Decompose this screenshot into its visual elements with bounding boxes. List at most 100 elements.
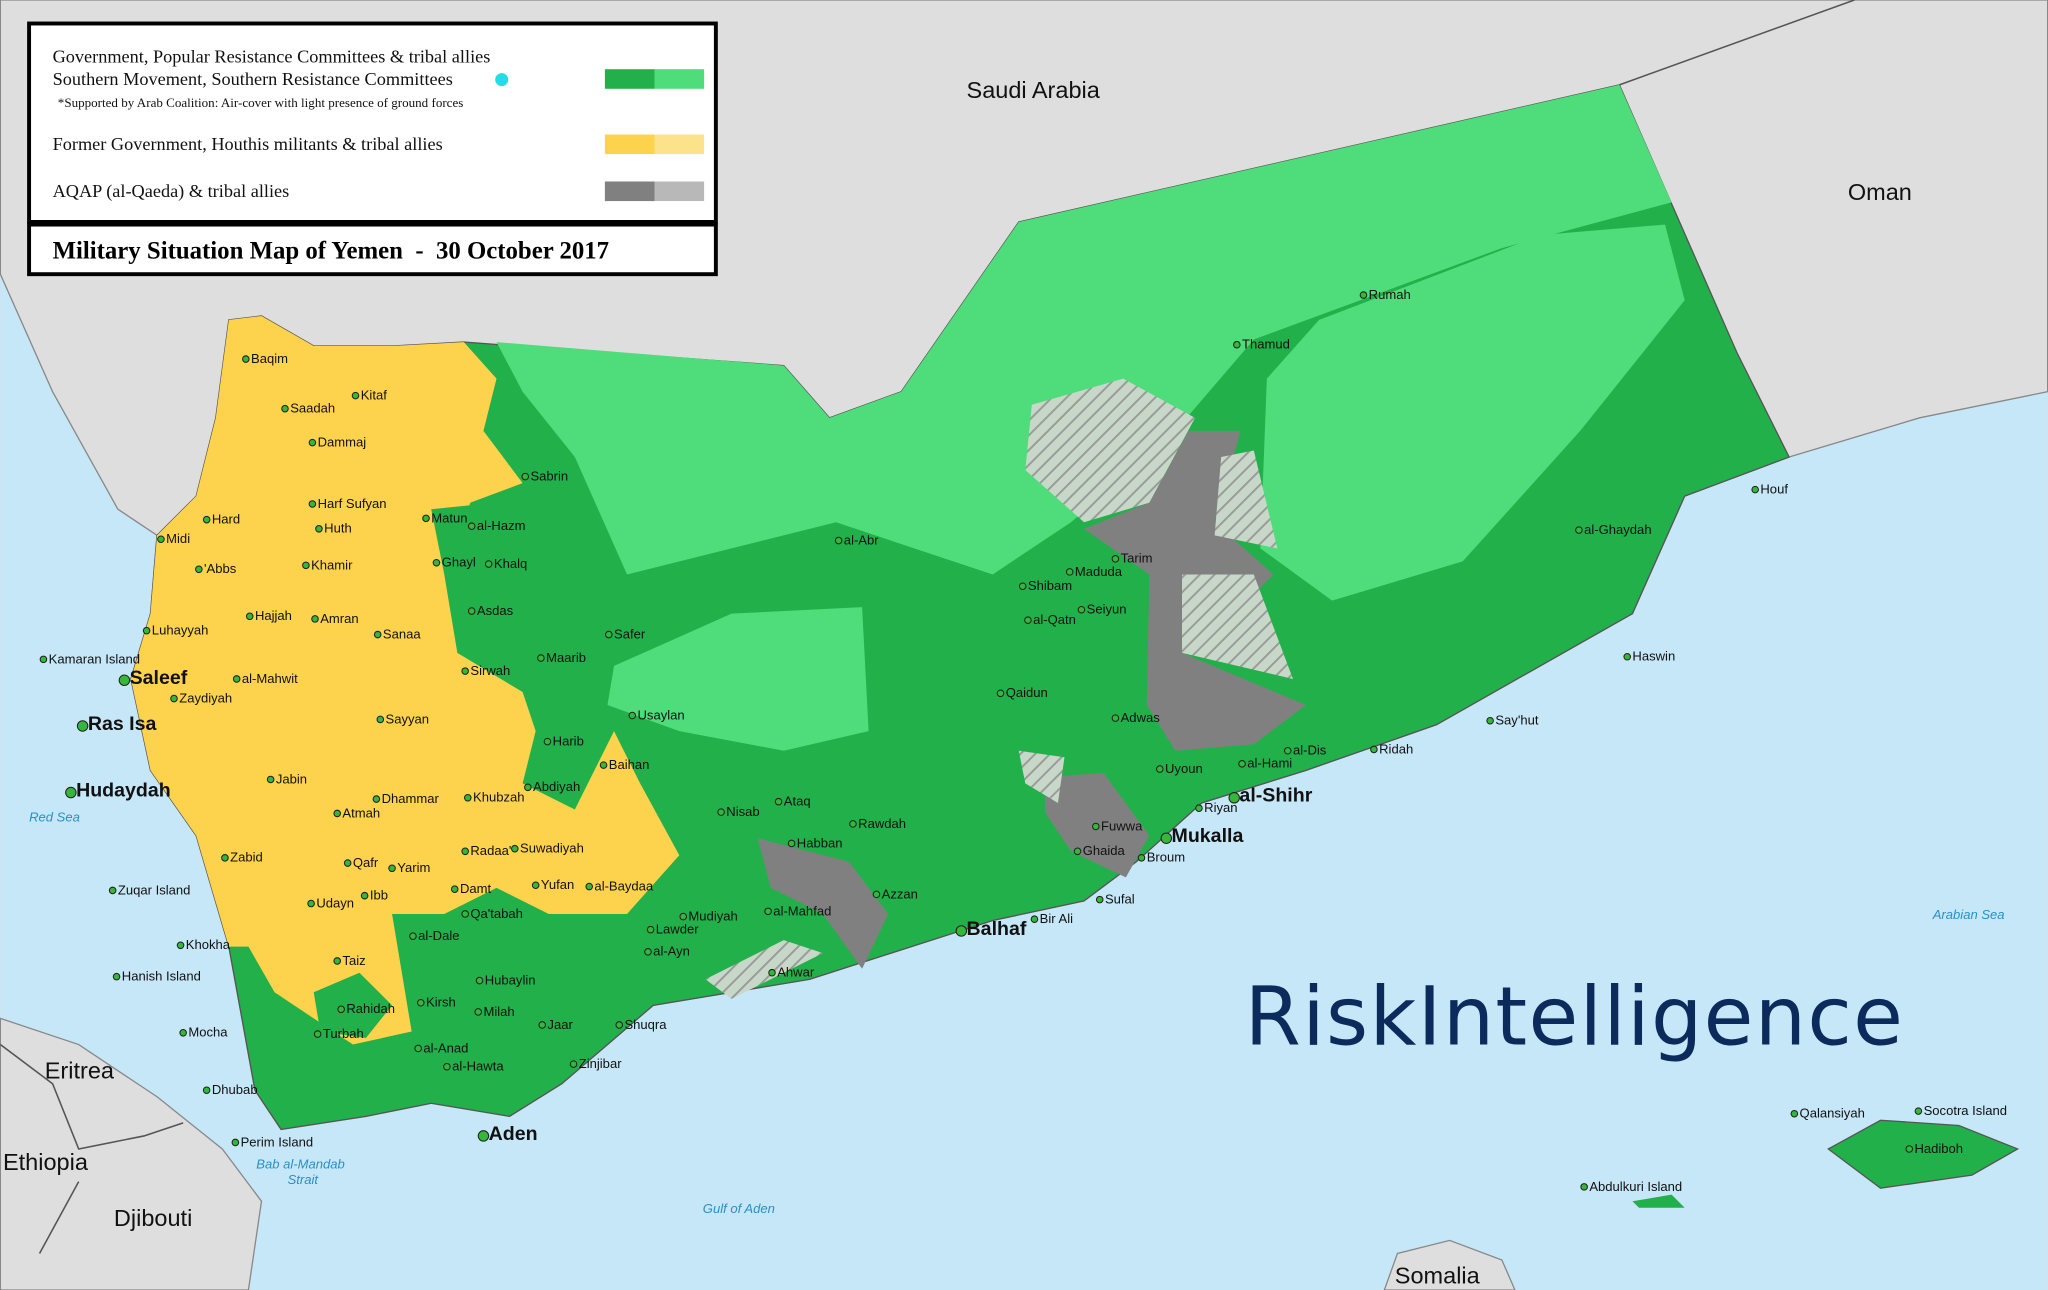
place-label-mudiyah: Mudiyah xyxy=(688,908,737,923)
place-label-al-hami: al-Hami xyxy=(1247,756,1292,771)
place-label-dhubab: Dhubab xyxy=(212,1082,258,1097)
city-marker-icon xyxy=(157,535,165,544)
city-marker-icon xyxy=(1575,526,1583,534)
place-label-udayn: Udayn xyxy=(316,895,354,910)
place-label-taiz: Taiz xyxy=(342,953,365,968)
city-marker-icon xyxy=(414,1044,422,1053)
place-label-jaar: Jaar xyxy=(547,1017,573,1032)
city-marker-icon xyxy=(221,854,229,862)
map-title: Military Situation Map of Yemen - 30 Oct… xyxy=(53,238,610,265)
legend-government-line2: Southern Movement, Southern Resistance C… xyxy=(53,69,453,89)
place-label-luhayyah: Luhayyah xyxy=(152,623,209,638)
city-marker-icon xyxy=(422,514,430,523)
city-marker-icon xyxy=(1914,1107,1923,1115)
city-marker-icon xyxy=(179,1028,187,1037)
legend-aqap: AQAP (al-Qaeda) & tribal allies xyxy=(53,181,290,202)
place-label-khalq: Khalq xyxy=(494,556,527,571)
southern-marker-icon xyxy=(495,73,509,87)
place-label-strait: Strait xyxy=(288,1172,320,1187)
border-lines xyxy=(0,0,1855,1254)
place-label-shibam: Shibam xyxy=(1028,578,1072,593)
place-label-qaidun: Qaidun xyxy=(1006,685,1048,700)
place-label-arabian-sea: Arabian Sea xyxy=(1932,907,2005,922)
place-label-ghaida: Ghaida xyxy=(1083,843,1126,858)
city-marker-icon xyxy=(372,795,381,803)
place-label-asdas: Asdas xyxy=(477,603,514,618)
city-marker-icon xyxy=(443,1062,451,1071)
place-label-ahwar: Ahwar xyxy=(777,965,815,980)
place-label-uyoun: Uyoun xyxy=(1165,761,1203,776)
place-label-oman: Oman xyxy=(1848,179,1912,205)
city-marker-icon xyxy=(142,626,151,635)
city-marker-icon xyxy=(585,882,593,891)
city-marker-icon xyxy=(1238,760,1246,768)
city-marker-icon xyxy=(232,675,241,683)
place-label-ibb: Ibb xyxy=(370,888,388,903)
place-label-al-ayn: al-Ayn xyxy=(653,944,690,959)
place-label-djibouti: Djibouti xyxy=(114,1205,192,1231)
city-marker-icon xyxy=(1160,832,1173,844)
place-label-zabid: Zabid xyxy=(230,850,263,865)
place-label-sabrin: Sabrin xyxy=(530,468,568,483)
place-label-al-anad: al-Anad xyxy=(423,1040,468,1055)
place-label-kitaf: Kitaf xyxy=(361,388,387,403)
city-marker-icon xyxy=(538,1021,546,1029)
city-marker-icon xyxy=(313,1030,322,1038)
city-marker-icon xyxy=(474,1008,483,1016)
aqap-hatched-4 xyxy=(705,940,823,999)
place-label-riyan: Riyan xyxy=(1204,800,1237,815)
place-label-matun: Matun xyxy=(431,510,467,525)
city-marker-icon xyxy=(343,859,352,867)
city-marker-icon xyxy=(1156,765,1164,773)
city-marker-icon xyxy=(996,689,1005,698)
city-marker-icon xyxy=(195,565,203,574)
place-label-harib: Harib xyxy=(553,734,584,749)
city-marker-icon xyxy=(1580,1183,1588,1191)
place-label-zaydiyah: Zaydiyah xyxy=(179,690,232,705)
government-area-light-center xyxy=(607,607,869,751)
place-label-sufal: Sufal xyxy=(1105,892,1135,907)
city-marker-icon xyxy=(467,522,476,530)
place-label-bir-ali: Bir Ali xyxy=(1040,911,1073,926)
place-label-saadah: Saadah xyxy=(290,401,335,416)
swatch-aqap-dark xyxy=(604,181,655,202)
place-label-turbah: Turbah xyxy=(323,1026,364,1041)
city-marker-icon xyxy=(118,674,131,686)
abdulkuri xyxy=(1632,1194,1685,1208)
place-label-atmah: Atmah xyxy=(342,805,380,820)
place-label-adwas: Adwas xyxy=(1121,710,1161,725)
place-label-qalansiyah: Qalansiyah xyxy=(1800,1106,1865,1121)
place-label-gulf-of-aden: Gulf of Aden xyxy=(703,1201,775,1216)
place-label-azzan: Azzan xyxy=(882,886,918,901)
place-label-habban: Habban xyxy=(797,835,843,850)
place-label-hudaydah: Hudaydah xyxy=(76,779,171,801)
city-marker-icon xyxy=(955,925,968,937)
city-marker-icon xyxy=(1092,822,1100,831)
city-marker-icon xyxy=(432,558,441,567)
place-label--abbs: 'Abbs xyxy=(204,561,237,576)
place-label-khubzah: Khubzah xyxy=(473,790,525,805)
place-label-al-hawta: al-Hawta xyxy=(452,1059,504,1074)
city-marker-icon xyxy=(1233,340,1241,349)
place-label-midi: Midi xyxy=(166,531,190,546)
city-marker-icon xyxy=(266,775,275,784)
place-label-hanish-island: Hanish Island xyxy=(122,969,201,984)
government-pocket-hazm xyxy=(431,502,517,582)
place-label-suwadiyah: Suwadiyah xyxy=(520,841,584,856)
place-label-qafr: Qafr xyxy=(353,855,379,870)
city-marker-icon xyxy=(308,438,317,447)
swatch-houthi-light xyxy=(654,134,705,155)
place-label-red-sea: Red Sea xyxy=(29,809,80,824)
city-marker-icon xyxy=(1073,847,1082,856)
city-marker-icon xyxy=(373,630,382,639)
city-marker-icon xyxy=(477,1130,490,1142)
place-label-rawdah: Rawdah xyxy=(858,816,906,831)
place-label-al-shihr: al-Shihr xyxy=(1239,785,1312,807)
place-label-huth: Huth xyxy=(324,521,352,536)
aqap-area-hadramawt xyxy=(1084,430,1307,751)
place-label-mukalla: Mukalla xyxy=(1172,825,1245,847)
city-marker-icon xyxy=(315,525,323,533)
city-marker-icon xyxy=(1359,291,1368,299)
city-marker-icon xyxy=(1024,616,1032,624)
place-label-somalia: Somalia xyxy=(1395,1262,1481,1288)
